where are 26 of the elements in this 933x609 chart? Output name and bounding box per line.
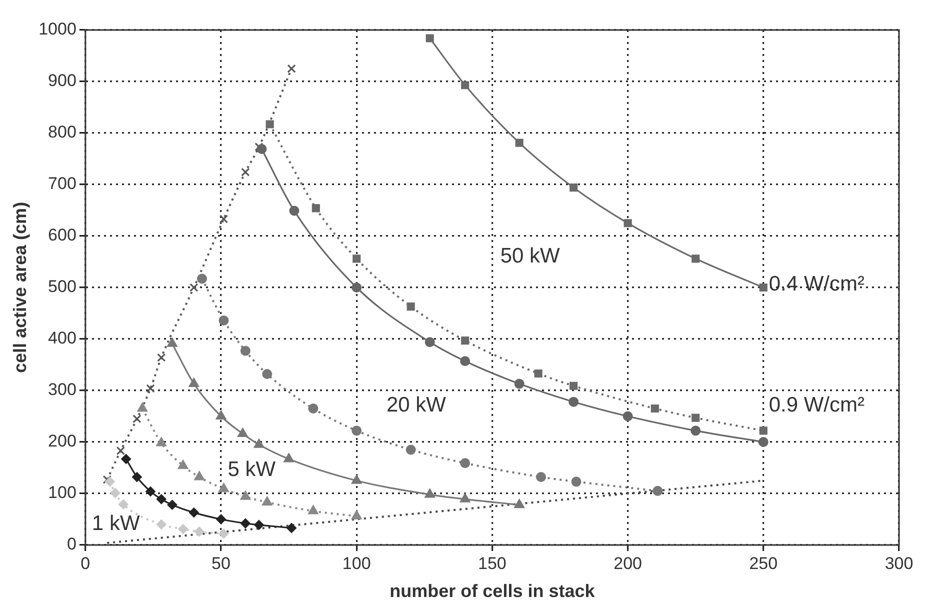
annotation: 0.4 W/cm² — [768, 272, 865, 296]
x-tick-label: 0 — [80, 554, 90, 573]
y-tick-label: 200 — [48, 432, 76, 451]
annotation: 1 kW — [92, 512, 140, 536]
y-tick-label: 300 — [48, 380, 76, 400]
annotation: 20 kW — [386, 394, 446, 417]
x-axis-title: number of cells in stack — [390, 581, 596, 602]
annotation: 5 kW — [228, 458, 276, 482]
y-tick-label: 700 — [48, 174, 76, 194]
x-tick-label: 150 — [478, 554, 506, 573]
y-tick-label: 1000 — [38, 20, 76, 39]
y-tick-label: 900 — [48, 71, 76, 90]
x-tick-label: 50 — [212, 554, 230, 573]
y-axis-title: cell active area (cm) — [10, 202, 30, 374]
y-tick-label: 800 — [48, 122, 76, 142]
y-tick-label: 100 — [48, 483, 76, 502]
y-tick-label: 600 — [48, 226, 76, 245]
annotation: 0.9 W/cm² — [768, 394, 865, 417]
y-tick-label: 0 — [66, 534, 76, 554]
y-tick-label: 500 — [48, 277, 76, 296]
annotation: 50 kW — [500, 244, 560, 268]
x-tick-label: 100 — [342, 554, 371, 573]
x-tick-label: 200 — [614, 554, 642, 573]
x-tick-label: 250 — [749, 554, 778, 573]
y-tick-label: 400 — [48, 328, 76, 348]
x-tick-label: 300 — [884, 554, 914, 573]
